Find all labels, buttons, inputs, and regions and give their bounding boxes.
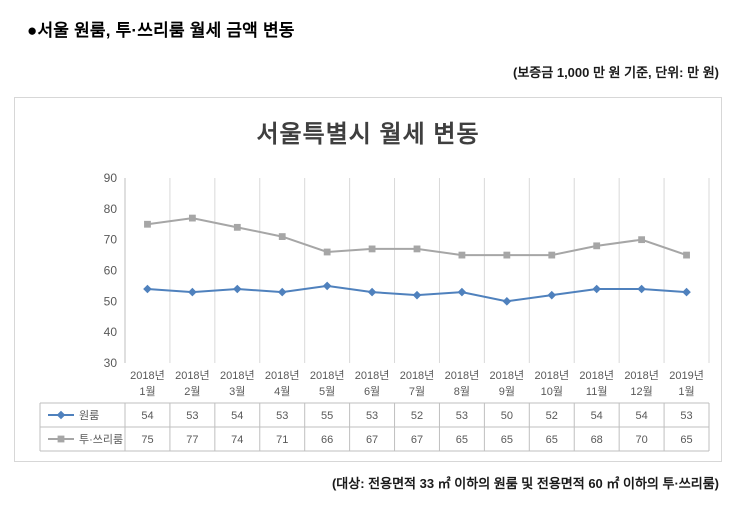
table-cell-value: 54: [635, 410, 647, 422]
legend-label: 투·쓰리룸: [79, 433, 123, 446]
y-tick-label: 90: [104, 171, 118, 185]
marker-square-icon: [548, 251, 556, 259]
x-tick-label-month: 10월: [541, 385, 563, 398]
x-tick-label-month: 1월: [139, 385, 155, 398]
table-cell-value: 68: [591, 434, 603, 446]
table-cell-value: 54: [141, 410, 153, 422]
table-cell-value: 75: [141, 434, 153, 446]
monthly-rent-line-chart: 30 40 50 60 70 80 90 2018년 1월 2018년 2월 2018년 3월 2018년…: [39, 171, 710, 452]
marker-diamond-icon: [322, 281, 332, 291]
x-tick-label-year: 2018년: [220, 369, 255, 382]
x-tick-label-year: 2018년: [534, 369, 569, 382]
x-tick-label-year: 2018년: [310, 369, 345, 382]
x-tick-label-month: 1월: [678, 385, 694, 398]
x-tick-label-year: 2018년: [400, 369, 435, 382]
x-tick-label-year: 2018년: [355, 369, 390, 382]
chart-container: 서울특별시 월세 변동 30 40 50 60 70 80 90 2018년 1월 2018년 2월…: [14, 97, 722, 462]
x-tick-label-year: 2018년: [130, 369, 165, 382]
y-tick-label: 30: [104, 356, 118, 370]
table-cell-value: 70: [635, 434, 647, 446]
table-cell-value: 67: [411, 434, 423, 446]
marker-square-icon: [188, 214, 196, 222]
table-cell-value: 53: [366, 410, 378, 422]
y-tick-label: 60: [104, 264, 118, 278]
marker-diamond-icon: [412, 290, 422, 300]
marker-square-icon: [413, 245, 421, 253]
marker-diamond-icon: [277, 287, 287, 297]
table-cell-value: 53: [186, 410, 198, 422]
table-cell-value: 52: [411, 410, 423, 422]
x-tick-label-year: 2018년: [579, 369, 614, 382]
x-tick-label-month: 12월: [630, 385, 652, 398]
marker-square-icon: [593, 242, 601, 250]
marker-square-icon: [144, 220, 151, 228]
marker-square-icon: [323, 248, 331, 256]
marker-square-icon: [638, 236, 646, 244]
x-tick-label-month: 3월: [229, 385, 245, 398]
marker-square-icon: [278, 233, 286, 240]
legend-label: 원룸: [79, 409, 99, 422]
table-cell-value: 54: [231, 410, 243, 422]
table-cell-value: 66: [321, 434, 333, 446]
marker-diamond-icon: [502, 297, 512, 306]
y-tick-label: 50: [104, 294, 118, 308]
table-cell-value: 53: [276, 410, 288, 422]
chart-title: 서울특별시 월세 변동: [256, 121, 480, 148]
x-tick-label-month: 6월: [364, 385, 380, 398]
marker-diamond-icon: [682, 287, 691, 297]
x-tick-label-month: 7월: [409, 385, 425, 398]
x-tick-label-month: 2월: [184, 385, 200, 398]
marker-diamond-icon: [188, 287, 197, 297]
marker-diamond-icon: [592, 284, 601, 294]
table-cell-value: 54: [591, 410, 603, 422]
page-title: ●서울 원룸, 투·쓰리룸 월세 금액 변동: [27, 21, 295, 40]
marker-diamond-icon: [637, 284, 646, 294]
y-tick-label: 80: [104, 202, 118, 216]
table-cell-value: 65: [546, 434, 558, 446]
marker-diamond-icon: [547, 290, 557, 300]
y-tick-label: 40: [104, 325, 118, 339]
x-tick-label-month: 5월: [319, 385, 335, 398]
y-tick-label: 70: [104, 233, 118, 247]
table-cell-value: 50: [501, 410, 513, 422]
marker-square-icon: [503, 251, 511, 259]
marker-square-icon: [683, 251, 690, 259]
x-tick-label-month: 4월: [274, 385, 290, 398]
marker-diamond-icon: [143, 284, 152, 294]
table-cell-value: 52: [546, 410, 558, 422]
x-tick-label-month: 11월: [586, 385, 608, 398]
marker-square-icon: [368, 245, 376, 253]
marker-diamond-icon: [457, 287, 467, 297]
table-cell-value: 53: [680, 410, 692, 422]
x-tick-label-year: 2018년: [490, 369, 525, 382]
x-tick-label-month: 9월: [499, 385, 515, 398]
table-cell-value: 67: [366, 434, 378, 446]
table-cell-value: 71: [276, 434, 288, 446]
table-cell-value: 65: [456, 434, 468, 446]
deposit-basis-note: (보증금 1,000 만 원 기준, 단위: 만 원): [513, 65, 719, 80]
table-cell-value: 53: [456, 410, 468, 422]
x-tick-label-year: 2018년: [265, 369, 300, 382]
marker-square-icon: [233, 223, 241, 231]
x-tick-label-month: 8월: [454, 385, 470, 398]
x-tick-label-year: 2018년: [175, 369, 210, 382]
table-cell-value: 77: [186, 434, 198, 446]
x-tick-label-year: 2018년: [445, 369, 480, 382]
target-area-note: (대상: 전용면적 33 ㎡ 이하의 원룸 및 전용면적 60 ㎡ 이하의 투·…: [331, 476, 719, 491]
x-tick-label-year: 2018년: [624, 369, 659, 382]
table-cell-value: 74: [231, 434, 243, 446]
table-cell-value: 65: [680, 434, 692, 446]
table-cell-value: 65: [501, 434, 513, 446]
table-cell-value: 55: [321, 410, 333, 422]
marker-square-icon: [57, 435, 65, 443]
marker-diamond-icon: [56, 410, 66, 420]
x-tick-label-year: 2019년: [669, 369, 704, 382]
marker-diamond-icon: [367, 287, 377, 297]
marker-square-icon: [458, 251, 466, 259]
marker-diamond-icon: [233, 284, 242, 294]
